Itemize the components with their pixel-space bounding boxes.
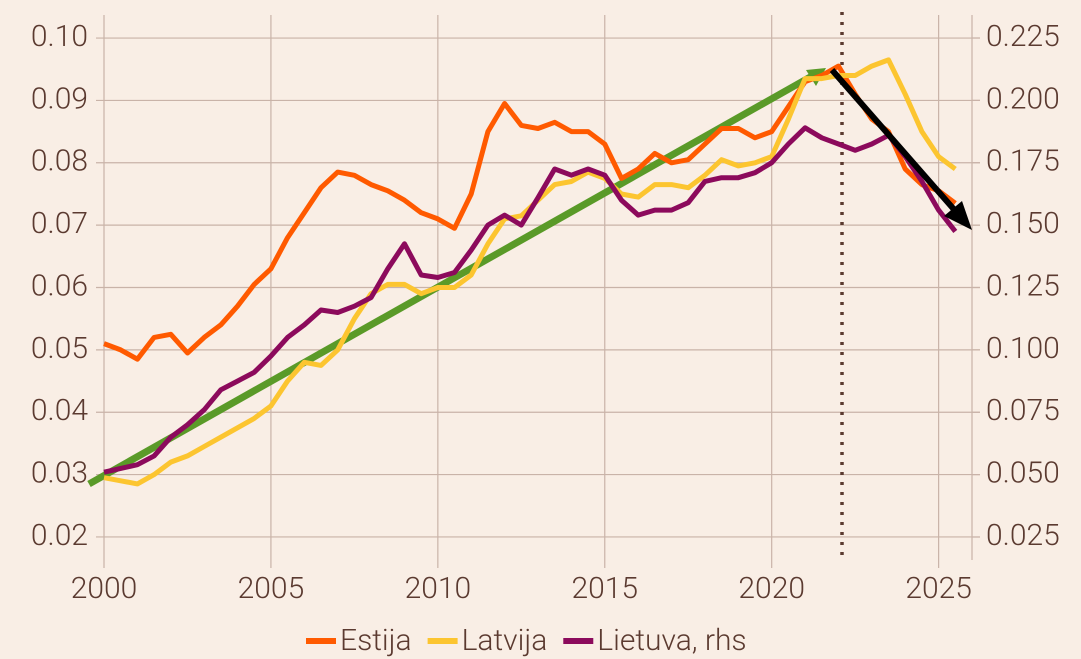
grid xyxy=(96,15,980,568)
y2-tick-label: 0.100 xyxy=(986,331,1060,366)
annotations xyxy=(87,12,844,560)
y-tick-label: 0.03 xyxy=(31,455,88,490)
y2-tick-label: 0.175 xyxy=(986,144,1060,179)
series-line xyxy=(103,57,957,487)
y-tick-label: 0.02 xyxy=(31,518,88,553)
black-arrow xyxy=(829,68,972,230)
legend-label: Estija xyxy=(340,623,412,658)
y-tick-label: 0.05 xyxy=(31,331,88,366)
y2-tick-label: 0.225 xyxy=(986,19,1060,54)
trend-line xyxy=(87,72,814,488)
y2-tick-label: 0.125 xyxy=(986,268,1060,303)
legend-label: Lietuva, rhs xyxy=(597,623,746,658)
y-tick-label: 0.04 xyxy=(31,393,88,428)
series-line xyxy=(103,125,958,475)
x-tick-label: 2020 xyxy=(738,571,805,606)
arrowhead xyxy=(944,201,972,230)
y2-tick-label: 0.050 xyxy=(986,456,1060,491)
y2-tick-label: 0.200 xyxy=(986,81,1060,116)
x-tick-label: 2015 xyxy=(571,571,638,606)
y-tick-label: 0.08 xyxy=(31,144,88,179)
y-tick-label: 0.10 xyxy=(31,19,88,54)
lines xyxy=(103,57,958,487)
x-tick-label: 2025 xyxy=(905,571,972,606)
y-tick-label: 0.06 xyxy=(31,268,88,303)
y2-tick-label: 0.025 xyxy=(986,518,1060,553)
y2-tick-label: 0.075 xyxy=(986,393,1060,428)
x-tick-label: 2010 xyxy=(405,571,472,606)
x-tick-label: 2005 xyxy=(238,571,305,606)
labels: 0.02 0.03 0.04 0.05 0.06 0.07 0.08 0.09 0.10 0.02… xyxy=(31,19,1060,606)
legend: Estija Latvija Lietuva, rhs xyxy=(306,623,747,658)
arrow-shaft xyxy=(829,68,961,216)
y-tick-label: 0.07 xyxy=(31,206,88,241)
y-tick-label: 0.09 xyxy=(31,81,88,116)
legend-label: Latvija xyxy=(462,623,548,658)
y2-tick-label: 0.150 xyxy=(986,206,1060,241)
x-tick-label: 2000 xyxy=(71,571,138,606)
